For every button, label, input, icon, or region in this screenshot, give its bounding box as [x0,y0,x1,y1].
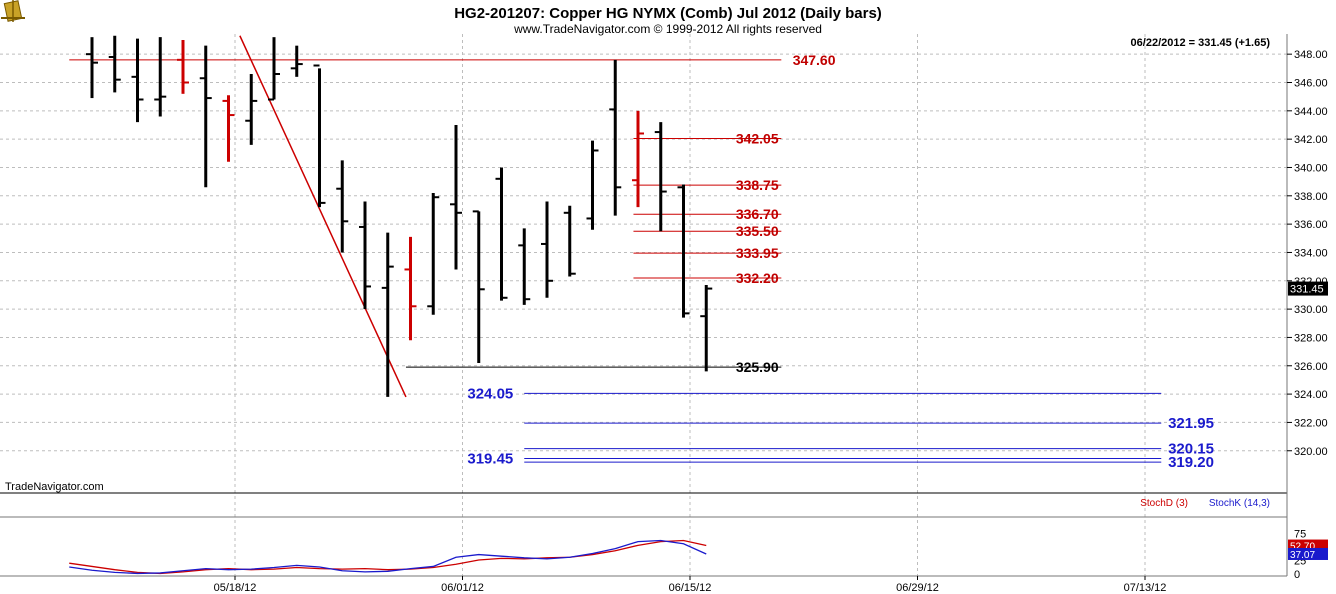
last-price-label: 331.45 [1290,284,1324,296]
level-label: 342.05 [736,130,779,146]
level-label: 320.15 [1168,441,1214,458]
ohlc-bar [177,40,189,94]
y-tick-label: 338.00 [1294,191,1328,203]
ohlc-bar [472,210,485,363]
trendline-segment [239,35,407,398]
panel-frames [0,34,1288,577]
y-tick-label: 326.00 [1294,361,1328,373]
ohlc-bar [563,205,576,277]
stoch-legend: StochD (3) [1140,498,1188,509]
ohlc-bar [222,95,235,162]
y-tick-label: 330.00 [1294,304,1328,316]
level-label: 324.05 [467,385,513,402]
level-label: 333.95 [736,245,779,261]
x-tick-label: 05/18/12 [214,582,257,594]
level-label: 325.90 [736,359,779,375]
ohlc-bar [86,37,98,99]
osc-tick-label: 0 [1294,569,1300,581]
tradenavigator-logo [1,0,25,22]
ohlc-bar [154,37,167,117]
ohlc-bar [700,285,713,372]
copyright-text: www.TradeNavigator.com © 1999-2012 All r… [513,22,822,36]
ohlc-bar [632,110,644,208]
level-label: 335.50 [736,223,779,239]
last-price-box [1288,281,1328,296]
level-label: 321.95 [1168,415,1214,432]
y-tick-label: 324.00 [1294,389,1328,401]
ohlc-bar [677,184,690,318]
stoch-last-box [1288,547,1328,560]
stoch-line [69,539,707,575]
trendline [239,35,407,398]
ohlc-bar [381,232,394,397]
chart-title: HG2-201207: Copper HG NYMX (Comb) Jul 20… [454,5,882,22]
ohlc-bar [427,192,440,315]
level-label: 319.45 [467,451,513,468]
x-tick-label: 06/01/12 [441,582,484,594]
ohlc-bar [654,122,667,232]
ohlc-bar [199,45,212,188]
level-label: 347.60 [793,52,836,68]
y-tick-label: 322.00 [1294,417,1328,429]
y-tick-label: 320.00 [1294,446,1328,458]
x-tick-label: 06/29/12 [896,582,939,594]
ohlc-bar [131,38,144,123]
ohlc-bar [609,59,622,216]
ohlc-bar [586,140,599,230]
y-tick-label: 334.00 [1294,247,1328,259]
grid [0,34,1287,576]
x-tick-label: 07/13/12 [1124,582,1167,594]
price-readout: 06/22/2012 = 331.45 (+1.65) [1131,37,1271,49]
y-tick-label: 342.00 [1294,134,1328,146]
y-tick-label: 346.00 [1294,77,1328,89]
y-tick-label: 336.00 [1294,219,1328,231]
y-tick-label: 328.00 [1294,332,1328,344]
ohlc-bar [495,167,508,301]
watermark-text: TradeNavigator.com [5,481,104,493]
date-axis: 05/18/12 06/01/12 06/15/12 06/29/12 07/13/12 [214,576,1167,594]
y-tick-label: 344.00 [1294,106,1328,118]
level-label: 332.20 [736,270,779,286]
level-label: 319.20 [1168,454,1214,471]
ohlc-bar [541,201,553,298]
ohlc-bar [336,160,349,253]
ohlc-bar [268,37,280,101]
ohlc-bar [404,236,417,341]
stoch-last-label: 52.70 [1290,542,1315,553]
stoch-line [69,539,707,575]
y-tick-label: 348.00 [1294,49,1328,61]
ohlc-bar [290,45,303,77]
x-tick-label: 06/15/12 [669,582,712,594]
level-label: 336.70 [736,206,779,222]
ohlc-bar [359,201,371,310]
stoch-last-label: 37.07 [1290,550,1315,561]
y-tick-label: 340.00 [1294,162,1328,174]
ohlc-bar [108,35,121,93]
level-label: 338.75 [736,177,779,193]
stoch-legend: StochK (14,3) [1209,498,1270,509]
ohlc-bar [313,64,326,208]
osc-tick-label: 75 [1294,529,1306,541]
ohlc-bar [245,73,258,145]
price-axis: 348.00 346.00 344.00 342.00 340.00 338.00 336.… [1287,49,1328,458]
ohlc-bar [450,124,462,270]
ohlc-bar [518,228,531,305]
ohlc-bars [86,35,713,397]
